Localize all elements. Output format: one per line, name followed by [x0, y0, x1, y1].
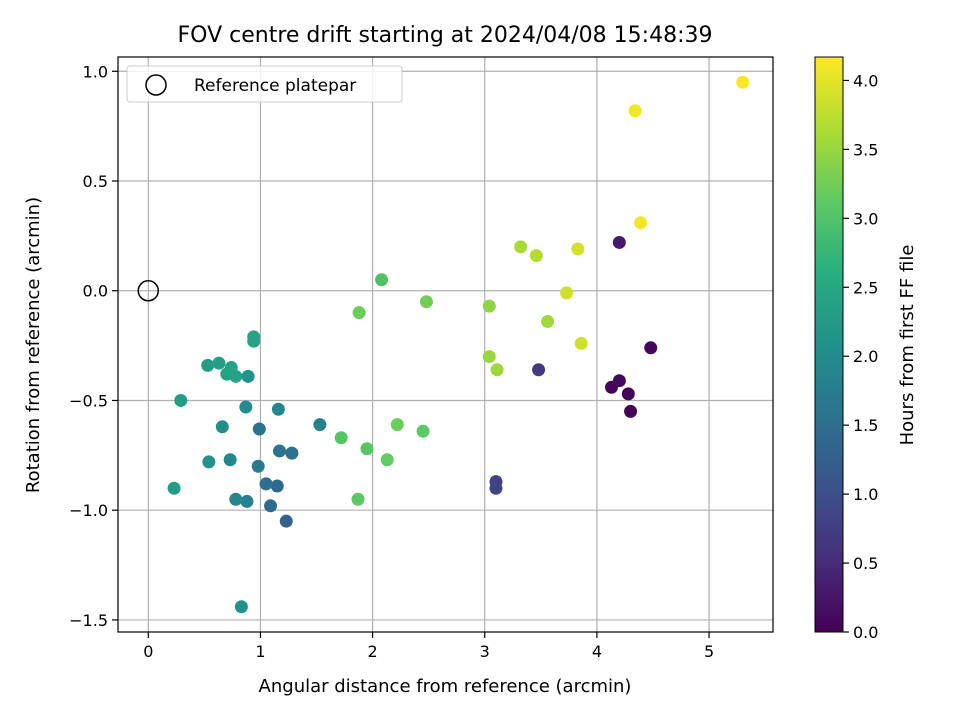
data-point — [271, 402, 285, 416]
data-point — [251, 459, 265, 473]
colorbar-tick-label: 2.0 — [853, 347, 878, 366]
data-point — [634, 216, 648, 230]
data-point — [489, 481, 503, 495]
data-point — [334, 431, 348, 445]
data-point — [560, 286, 574, 300]
data-point — [541, 314, 555, 328]
x-axis-label: Angular distance from reference (arcmin) — [259, 676, 632, 697]
data-point — [313, 418, 327, 432]
x-tick-label: 2 — [368, 642, 378, 661]
colorbar-tick-label: 1.5 — [853, 416, 878, 435]
data-point — [212, 356, 226, 370]
colorbar-tick-label: 3.5 — [853, 140, 878, 159]
colorbar-tick-label: 4.0 — [853, 71, 878, 90]
data-point — [612, 374, 626, 388]
data-point — [229, 492, 243, 506]
x-tick-label: 4 — [592, 642, 602, 661]
data-points — [167, 75, 750, 614]
colorbar-tick-label: 0.5 — [853, 554, 878, 573]
data-point — [514, 240, 528, 254]
data-point — [234, 600, 248, 614]
data-point — [241, 369, 255, 383]
plot-frame — [117, 56, 774, 633]
legend-open-circle-icon — [145, 74, 167, 96]
colorbar-tick-label: 3.0 — [853, 209, 878, 228]
y-tick-label: −0.5 — [69, 391, 108, 410]
x-tick-label: 5 — [704, 642, 714, 661]
data-point — [419, 295, 433, 309]
reference-platepar-marker — [137, 279, 160, 302]
data-point — [279, 514, 293, 528]
data-point — [736, 75, 750, 89]
data-point — [644, 341, 658, 355]
data-point — [224, 361, 238, 375]
data-point — [574, 336, 588, 350]
y-tick-label: 1.0 — [83, 62, 108, 81]
data-point — [352, 306, 366, 320]
data-point — [239, 400, 253, 414]
data-point — [482, 299, 496, 313]
y-tick-label: 0.5 — [83, 172, 108, 191]
y-tick-label: −1.5 — [69, 611, 108, 630]
data-point — [240, 494, 254, 508]
data-point — [273, 444, 287, 458]
colorbar-label: Hours from first FF file — [897, 245, 918, 446]
data-point — [360, 442, 374, 456]
legend-box — [126, 65, 403, 103]
data-point — [215, 420, 229, 434]
data-point — [571, 242, 585, 256]
y-tick-label: −1.0 — [69, 501, 108, 520]
y-axis-label: Rotation from reference (arcmin) — [23, 197, 44, 493]
data-point — [390, 418, 404, 432]
colorbar-tick-label: 2.5 — [853, 278, 878, 297]
grid — [118, 57, 773, 632]
data-point — [174, 393, 188, 407]
data-point — [624, 404, 638, 418]
colorbar-gradient — [814, 56, 844, 633]
data-point — [532, 363, 546, 377]
data-point — [223, 453, 237, 467]
x-tick-label: 0 — [143, 642, 153, 661]
reference-point-circle — [137, 279, 160, 302]
data-point — [351, 492, 365, 506]
data-point — [285, 446, 299, 460]
colorbar-ticks: 0.0 0.5 1.0 1.5 2.0 2.5 3.0 3.5 4.0 — [843, 71, 878, 642]
data-point — [490, 363, 504, 377]
legend-label: Reference platepar — [194, 76, 356, 96]
data-point — [167, 481, 181, 495]
x-tick-label: 3 — [480, 642, 490, 661]
data-point — [264, 499, 278, 513]
data-point — [482, 350, 496, 364]
data-point — [201, 358, 215, 372]
data-point — [621, 387, 635, 401]
colorbar-tick-label: 1.0 — [853, 485, 878, 504]
data-point — [416, 424, 430, 438]
chart-title: FOV centre drift starting at 2024/04/08 … — [178, 23, 713, 48]
colorbar: 0.0 0.5 1.0 1.5 2.0 2.5 3.0 3.5 4.0 Hours from f… — [814, 56, 918, 642]
data-point — [259, 477, 273, 491]
y-tick-label: 0.0 — [83, 282, 108, 301]
colorbar-tick-label: 0.0 — [853, 623, 878, 642]
x-tick-label: 1 — [255, 642, 265, 661]
data-point — [628, 104, 642, 118]
y-tick-marks: −1.5 −1.0 −0.5 0.0 0.5 1.0 — [69, 62, 118, 630]
legend: Reference platepar — [126, 65, 403, 103]
data-point — [270, 479, 284, 493]
data-point — [612, 235, 626, 249]
data-point — [375, 273, 389, 287]
data-point — [529, 249, 543, 263]
data-point — [247, 334, 261, 348]
data-point — [380, 453, 394, 467]
data-point — [252, 422, 266, 436]
x-tick-marks: 0 1 2 3 4 5 — [143, 632, 714, 661]
data-point — [202, 455, 216, 469]
